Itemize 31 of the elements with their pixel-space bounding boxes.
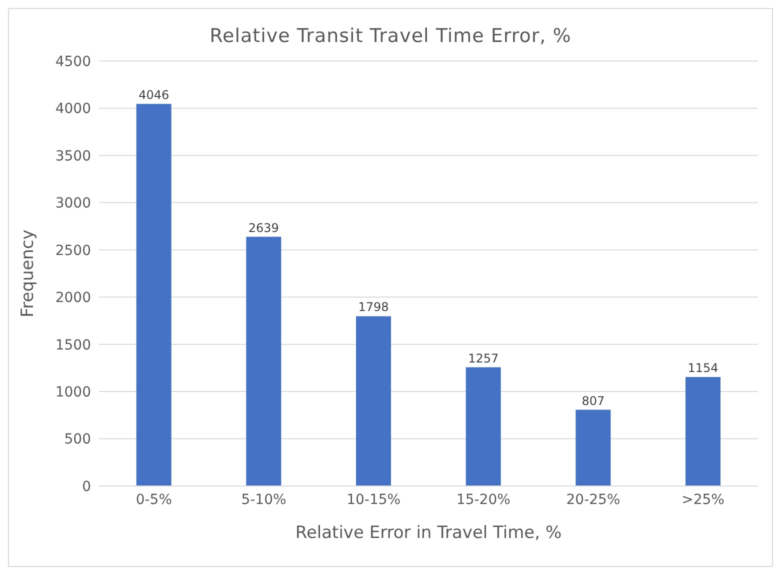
data-label: 1257 [468, 351, 499, 366]
chart-title: Relative Transit Travel Time Error, % [208, 25, 572, 47]
data-label: 1154 [688, 361, 718, 376]
y-tick-label: 4000 [55, 101, 91, 118]
data-label: 807 [582, 394, 605, 408]
x-tick-label: 20-25% [566, 492, 620, 508]
data-label: 1798 [358, 300, 389, 314]
y-tick-label: 3500 [55, 148, 91, 164]
bar [686, 377, 721, 486]
y-tick-label: 0 [82, 478, 91, 495]
x-tick-label: 10-15% [346, 492, 401, 508]
y-tick-label: 1500 [55, 337, 91, 354]
bar [246, 236, 282, 486]
bar [576, 410, 611, 486]
bar [136, 104, 172, 486]
x-tick-label: 15-20% [456, 492, 510, 508]
x-tick-label: 5-10% [241, 492, 286, 508]
y-tick-label: 500 [64, 432, 91, 448]
y-tick-label: 2500 [55, 242, 91, 259]
data-label: 4046 [138, 88, 170, 102]
y-axis-title: Frequency [18, 230, 38, 318]
x-axis-title: Relative Error in Travel Time, % [295, 523, 562, 543]
y-tick-label: 3000 [55, 196, 91, 212]
y-tick-label: 4500 [55, 54, 91, 70]
data-label: 2639 [248, 220, 279, 235]
x-tick-label: 0-5% [136, 492, 172, 508]
y-tick-label: 1000 [55, 384, 91, 401]
y-tick-label: 2000 [55, 290, 91, 306]
bar [356, 316, 392, 486]
x-tick-label: >25% [682, 492, 725, 508]
bar [466, 367, 501, 486]
